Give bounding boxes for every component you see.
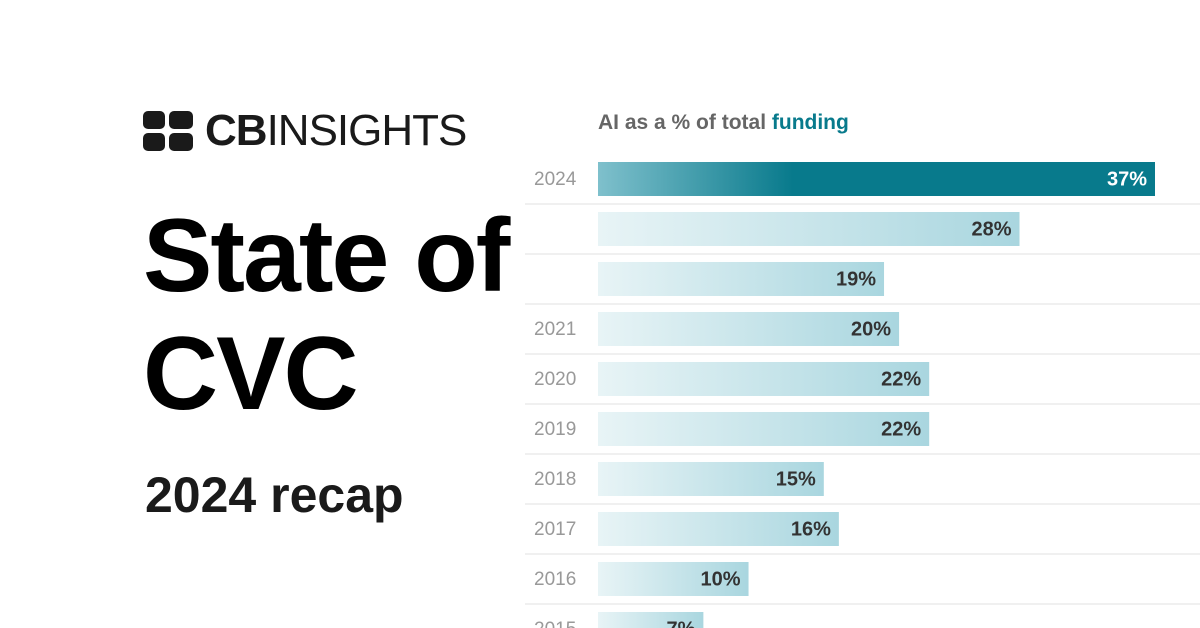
subtitle: 2024 recap xyxy=(145,467,404,523)
headline: State of xyxy=(143,204,515,308)
value-label: 37% xyxy=(1107,168,1147,190)
y-tick-label: 2015 xyxy=(534,619,576,628)
bar xyxy=(598,412,930,446)
chart-title: AI as a % of total funding xyxy=(598,111,849,134)
title-highlight: funding xyxy=(772,111,849,134)
value-label: 10% xyxy=(701,568,741,590)
bar xyxy=(598,512,839,546)
y-tick-label: 2016 xyxy=(534,569,576,590)
bar xyxy=(598,462,824,496)
title-text: AI as a % of total xyxy=(598,111,766,134)
value-label: 22% xyxy=(881,368,921,390)
y-tick-label: 2021 xyxy=(534,319,576,340)
y-tick-label: 2017 xyxy=(534,519,576,540)
y-tick-label: 2018 xyxy=(534,469,576,490)
y-tick-label: 2024 xyxy=(534,169,577,190)
bar xyxy=(598,612,704,628)
value-label: 19% xyxy=(836,268,876,290)
bar xyxy=(598,362,930,396)
value-label: 7% xyxy=(666,618,695,628)
value-label: 28% xyxy=(971,218,1011,240)
bar xyxy=(598,562,749,596)
value-label: 22% xyxy=(881,418,921,440)
bar xyxy=(598,312,900,346)
value-label: 20% xyxy=(851,318,891,340)
logo: CB INSIGHTS xyxy=(143,106,468,155)
logo-light: INSIGHTS xyxy=(266,106,468,155)
y-tick-label: 2019 xyxy=(534,419,576,440)
y-tick-label: 2020 xyxy=(534,369,576,390)
logo-bold: CB xyxy=(205,106,268,155)
value-label: 16% xyxy=(791,518,831,540)
bar xyxy=(598,212,1020,246)
bar xyxy=(598,262,885,296)
bar xyxy=(598,162,1155,196)
value-label: 15% xyxy=(776,468,816,490)
headline: CVC xyxy=(143,322,363,426)
logo-icon xyxy=(143,111,193,151)
